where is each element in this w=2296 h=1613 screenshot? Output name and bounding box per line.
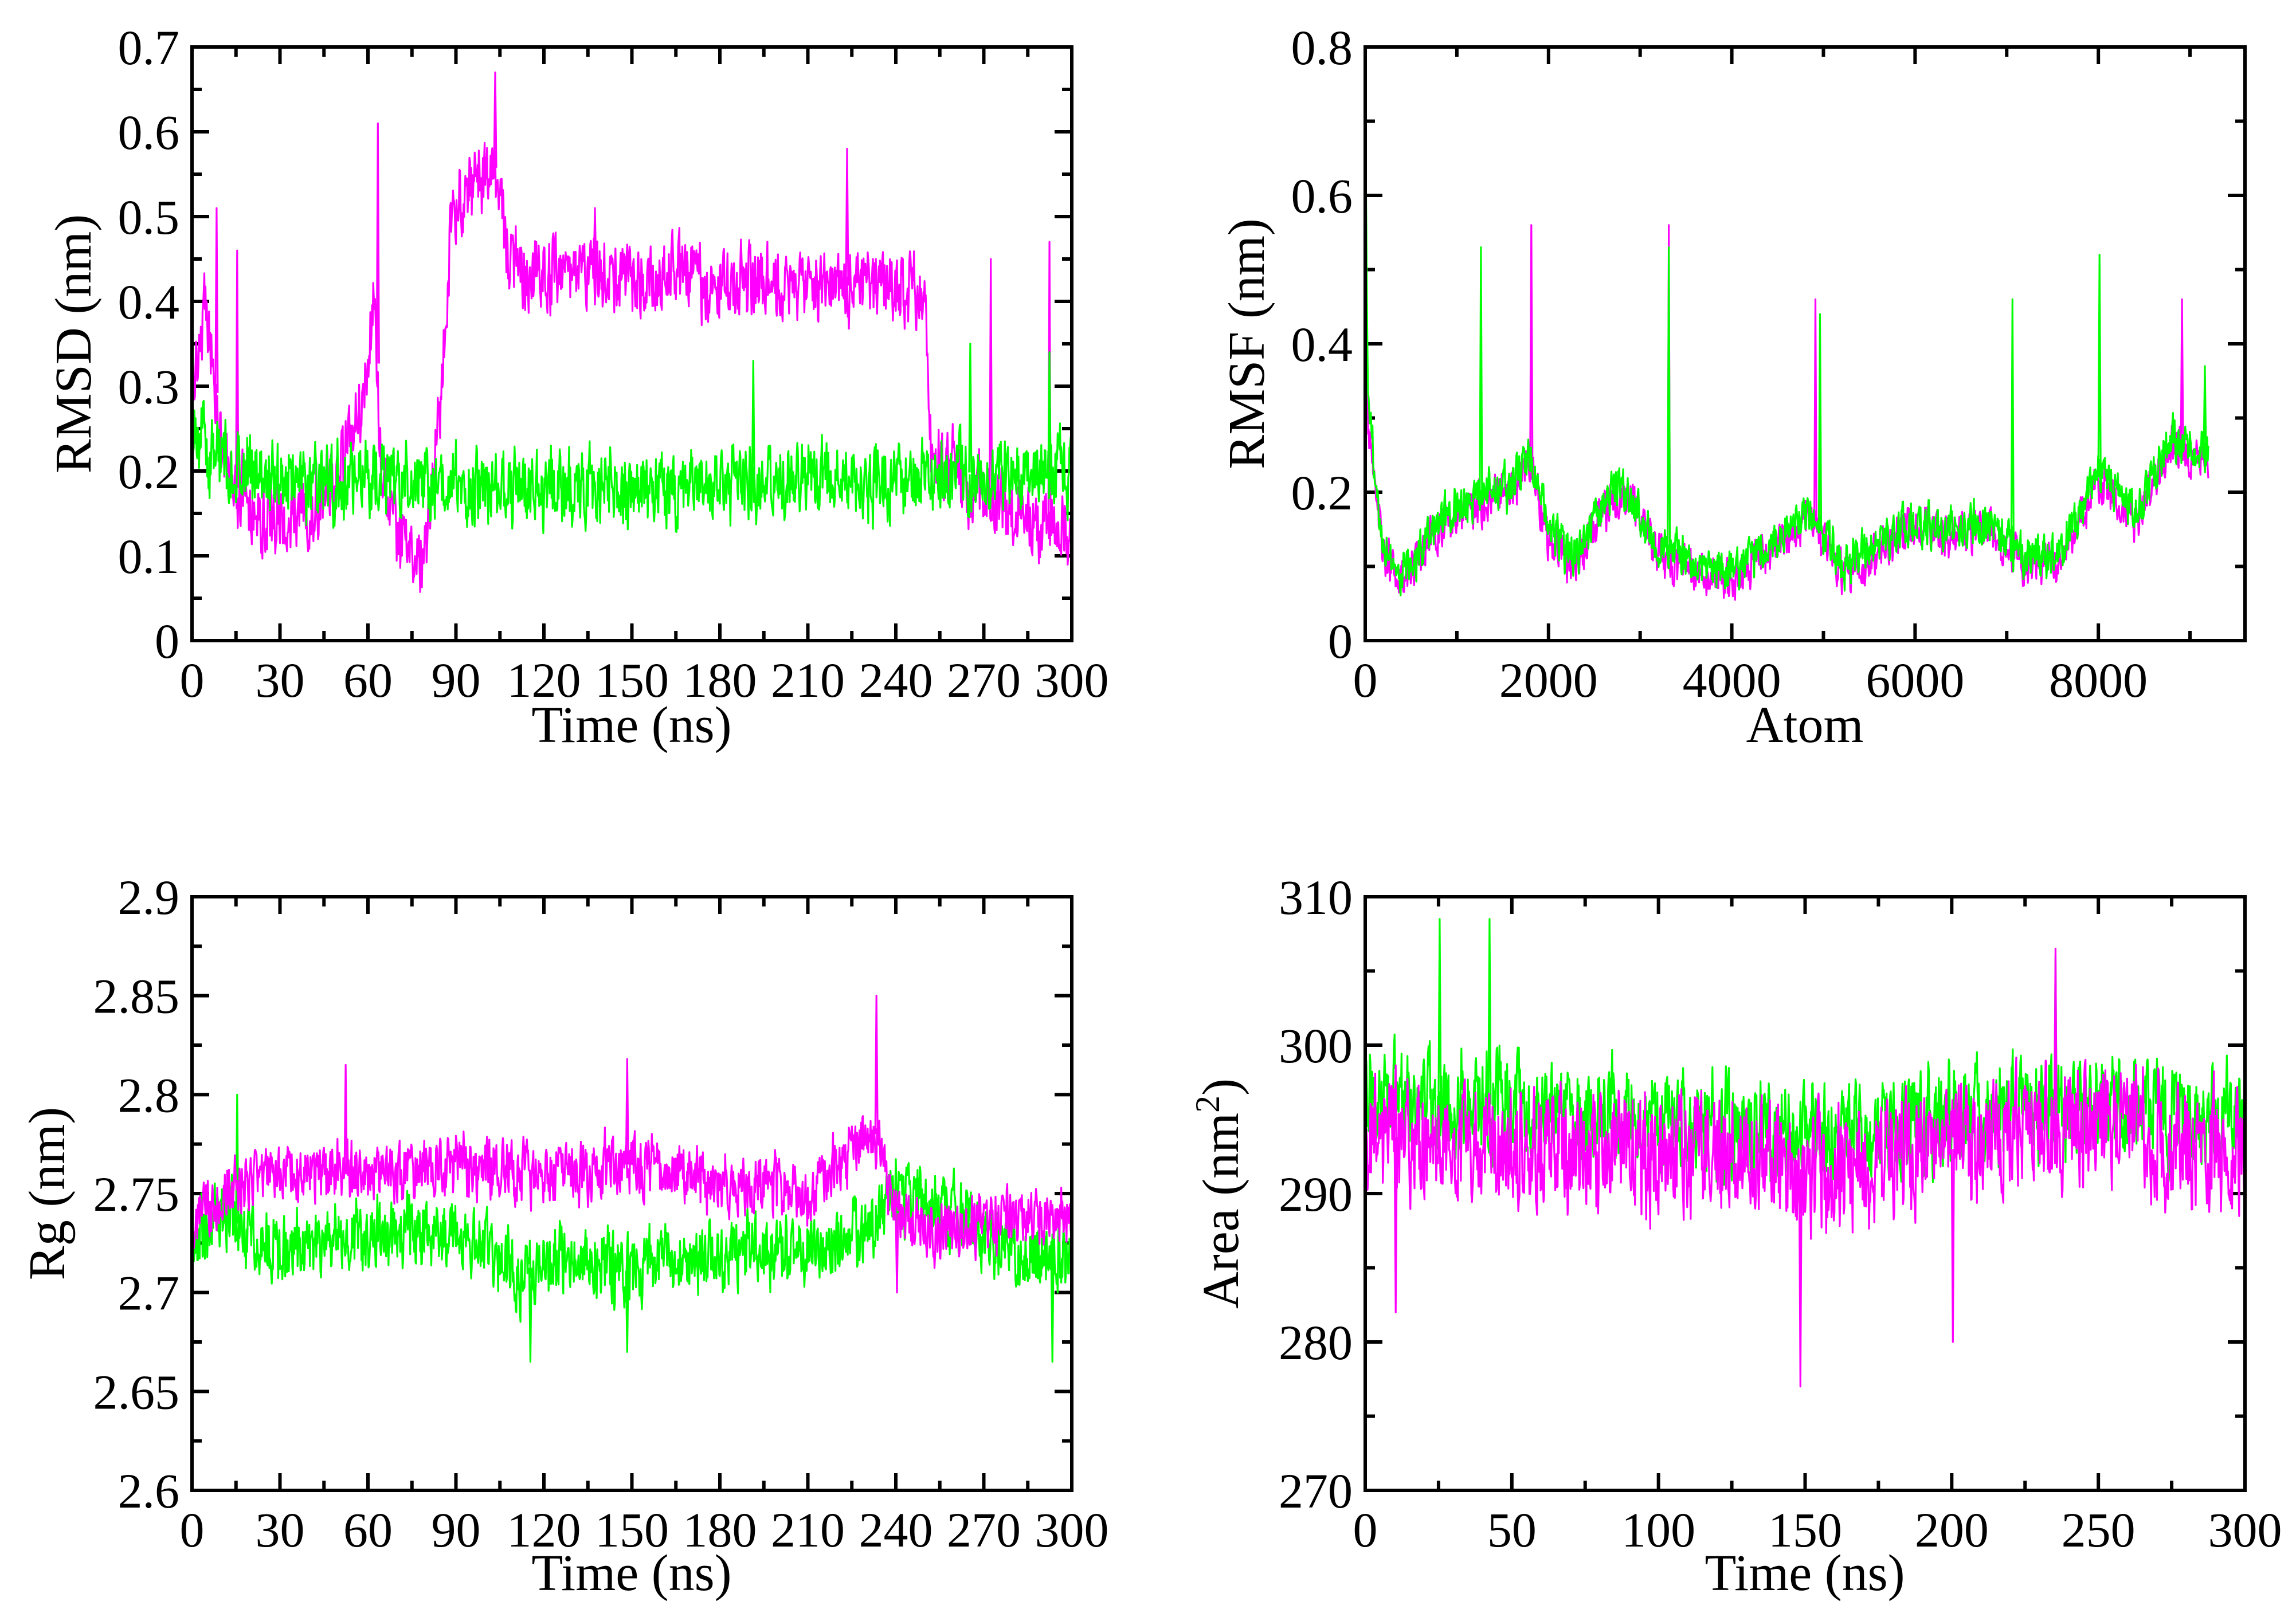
rmsf-plot-frame: [1364, 45, 2247, 642]
rmsf-series-magenta: [1364, 194, 2209, 601]
rmsd-y-tick-label: 0.4: [118, 274, 180, 329]
sasa-plot-frame: [1364, 895, 2247, 1492]
rg-y-tick-label: 2.85: [93, 969, 180, 1024]
rmsd-x-tick-label: 240: [859, 653, 933, 708]
rmsd-y-tick-label: 0.5: [118, 190, 180, 245]
rg-plot-frame: [190, 895, 1073, 1492]
rmsf-y-tick-label: 0.6: [1291, 168, 1353, 223]
rg-x-tick-label: 240: [859, 1502, 933, 1557]
sasa-x-tick-label: 50: [1487, 1502, 1537, 1557]
sasa-y-label-close: ): [1193, 1078, 1249, 1096]
sasa-x-tick-label: 250: [2062, 1502, 2136, 1557]
rmsd-y-tick-label: 0.1: [118, 529, 180, 584]
sasa-y-label-superscript: 2: [1189, 1096, 1227, 1113]
rmsf-x-tick-label: 2000: [1499, 653, 1598, 708]
rg-y-tick-label: 2.8: [118, 1068, 180, 1123]
rg-ticks: [190, 895, 1073, 1492]
rmsf-y-tick-label: 0.8: [1291, 20, 1353, 75]
rmsf-series-green: [1364, 138, 2209, 596]
rmsd-x-tick-label: 120: [507, 653, 581, 708]
rg-y-tick-label: 2.7: [118, 1266, 180, 1321]
rmsd-x-tick-label: 60: [343, 653, 393, 708]
rg-x-tick-label: 60: [343, 1502, 393, 1557]
rmsd-y-tick-label: 0.3: [118, 359, 180, 414]
rmsf-x-axis-label: Atom: [1746, 697, 1863, 753]
rmsf-x-tick-label: 8000: [2049, 653, 2148, 708]
rmsf-panel: 0 2000 4000 6000 8000 0 0.2 0.4 0.6 0.8 Atom RMSF…: [1218, 20, 2247, 753]
rg-series-group: [191, 995, 1073, 1363]
rmsd-y-tick-label: 0.2: [118, 444, 180, 499]
rmsd-tick-labels: 0 30 60 90 120 150 180 210 240 270 300 0 0.1 0.2 0.3 0.…: [118, 20, 1109, 708]
rg-x-tick-label: 90: [432, 1502, 481, 1557]
rg-series-magenta: [191, 995, 1073, 1294]
rmsf-y-tick-label: 0.4: [1291, 317, 1353, 372]
sasa-x-tick-label: 100: [1621, 1502, 1695, 1557]
rg-x-tick-label: 150: [595, 1502, 669, 1557]
rg-panel: 0 30 60 90 120 150 180 210 240 270 300 2.6 2.65 2.7 2.…: [19, 870, 1109, 1602]
sasa-y-tick-label: 290: [1279, 1167, 1353, 1222]
rg-y-tick-label: 2.6: [118, 1463, 180, 1518]
rmsf-ticks: [1364, 45, 2245, 642]
rmsd-x-tick-label: 270: [947, 653, 1021, 708]
rmsf-x-tick-label: 4000: [1683, 653, 1781, 708]
sasa-y-axis-label: Area (nm2): [1189, 1078, 1249, 1309]
rmsd-y-tick-label: 0.6: [118, 105, 180, 160]
rg-tick-labels: 0 30 60 90 120 150 180 210 240 270 300 2.6 2.65 2.7 2.…: [93, 870, 1109, 1557]
sasa-x-tick-label: 200: [1915, 1502, 1989, 1557]
sasa-x-tick-label: 0: [1353, 1502, 1378, 1557]
sasa-x-tick-label: 300: [2208, 1502, 2282, 1557]
rg-x-tick-label: 0: [180, 1502, 205, 1557]
rmsd-x-tick-label: 210: [771, 653, 845, 708]
rmsf-series-group: [1364, 138, 2209, 601]
rmsd-x-tick-label: 90: [432, 653, 481, 708]
rmsf-y-tick-label: 0.2: [1291, 465, 1353, 520]
rg-y-tick-label: 2.9: [118, 870, 180, 925]
rg-x-tick-label: 120: [507, 1502, 581, 1557]
rmsd-series-green: [191, 343, 1073, 535]
rg-x-axis-label: Time (ns): [531, 1545, 731, 1602]
sasa-tick-labels: 0 50 100 150 200 250 300 270 280 290 300 310: [1279, 870, 2282, 1557]
sasa-series-green: [1364, 918, 2246, 1189]
rmsd-series-group: [191, 71, 1073, 593]
rg-x-tick-label: 270: [947, 1502, 1021, 1557]
rmsd-y-tick-label: 0: [155, 614, 179, 669]
rg-x-tick-label: 300: [1035, 1502, 1109, 1557]
sasa-y-tick-label: 310: [1279, 870, 1353, 925]
rmsd-y-tick-label: 0.7: [118, 20, 180, 75]
rmsd-x-tick-label: 30: [256, 653, 305, 708]
sasa-y-tick-label: 270: [1279, 1463, 1353, 1518]
sasa-y-label-text: Area (nm: [1193, 1113, 1249, 1309]
rg-y-tick-label: 2.75: [93, 1167, 180, 1222]
rmsd-x-tick-label: 0: [180, 653, 205, 708]
rmsd-x-tick-label: 300: [1035, 653, 1109, 708]
rmsd-series-magenta: [191, 71, 1073, 593]
sasa-x-axis-label: Time (ns): [1705, 1545, 1905, 1602]
rg-x-tick-label: 180: [683, 1502, 757, 1557]
rg-x-tick-label: 30: [256, 1502, 305, 1557]
rmsd-x-axis-label: Time (ns): [531, 697, 731, 753]
rg-x-tick-label: 210: [771, 1502, 845, 1557]
rmsd-plot-frame: [190, 45, 1073, 642]
rmsf-y-axis-label: RMSF (nm): [1218, 218, 1275, 469]
sasa-y-tick-label: 300: [1279, 1018, 1353, 1073]
rg-y-axis-label: Rg (nm): [19, 1107, 76, 1280]
sasa-series-group: [1364, 918, 2246, 1388]
rg-series-green: [191, 1093, 1073, 1363]
rmsd-x-tick-label: 150: [595, 653, 669, 708]
rmsd-y-axis-label: RMSD (nm): [45, 214, 102, 474]
rmsd-panel: 0 30 60 90 120 150 180 210 240 270 300 0 0.1 0.2 0.3 0.…: [45, 20, 1109, 753]
rg-y-tick-label: 2.65: [93, 1364, 180, 1419]
rmsf-x-tick-label: 6000: [1866, 653, 1964, 708]
sasa-series-magenta: [1364, 948, 2246, 1388]
rmsf-tick-labels: 0 2000 4000 6000 8000 0 0.2 0.4 0.6 0.8: [1291, 20, 2148, 708]
sasa-panel: 0 50 100 150 200 250 300 270 280 290 300 310 Time (…: [1189, 870, 2282, 1602]
sasa-y-tick-label: 280: [1279, 1315, 1353, 1370]
sasa-x-tick-label: 150: [1768, 1502, 1842, 1557]
rmsd-x-tick-label: 180: [683, 653, 757, 708]
rmsf-x-tick-label: 0: [1353, 653, 1378, 708]
rmsf-y-tick-label: 0: [1328, 614, 1353, 669]
rmsd-ticks: [190, 45, 1073, 642]
